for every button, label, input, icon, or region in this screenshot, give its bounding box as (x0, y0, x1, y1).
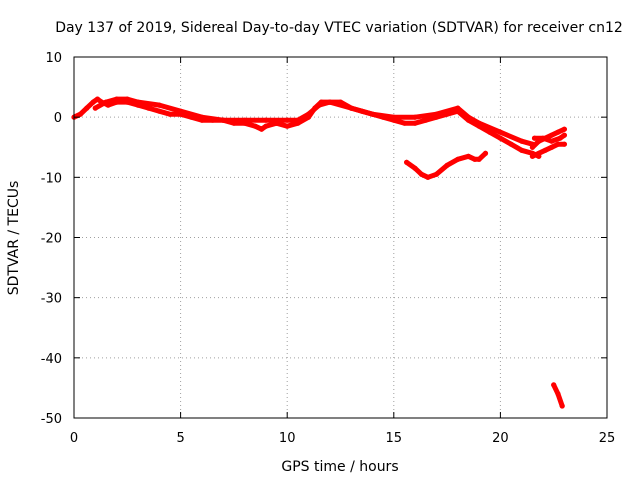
x-tick-labels: 0 5 10 15 20 25 (70, 431, 615, 446)
data-point (259, 126, 265, 132)
x-axis-title: GPS time / hours (281, 459, 398, 475)
data-point (156, 102, 162, 108)
y-tick-label: -10 (41, 171, 62, 186)
data-point (444, 162, 450, 168)
data-point (536, 150, 542, 156)
data-point (263, 123, 269, 129)
y-tick-label: -30 (41, 292, 62, 307)
data-point (423, 117, 429, 123)
data-point (77, 111, 83, 117)
data-point (497, 135, 503, 141)
data-point (557, 135, 563, 141)
y-tick-labels: 10 0 -10 -20 -30 -40 -50 (41, 51, 62, 427)
data-point (114, 96, 120, 102)
data-point (531, 135, 538, 141)
x-tick-label: 10 (279, 431, 296, 446)
data-point (178, 108, 184, 114)
data-point (295, 117, 301, 123)
data-point (90, 99, 96, 105)
data-point (465, 153, 471, 159)
data-point (508, 141, 514, 147)
data-point (555, 129, 561, 135)
data-point (284, 123, 290, 129)
data-point (561, 126, 568, 132)
data-point (404, 159, 410, 165)
data-point (497, 129, 503, 135)
data-point (305, 111, 312, 117)
y-tick-label: -40 (41, 352, 62, 367)
y-tick-label: 10 (45, 51, 62, 66)
data-point (242, 117, 248, 123)
data-point (551, 382, 557, 388)
data-point (465, 114, 471, 120)
data-point (455, 105, 461, 111)
data-point (549, 138, 555, 144)
data-point (519, 138, 525, 144)
data-point (529, 144, 536, 150)
data-point (476, 156, 482, 162)
data-point (156, 108, 162, 114)
x-tick-label: 25 (599, 431, 616, 446)
data-point (167, 111, 173, 117)
data-point (199, 114, 205, 120)
chart-title: Day 137 of 2019, Sidereal Day-to-day VTE… (55, 20, 623, 36)
x-tick-label: 20 (492, 431, 509, 446)
data-point (549, 144, 555, 150)
data-point (84, 105, 90, 111)
data-point (252, 123, 258, 129)
data-point (418, 171, 425, 177)
data-point (348, 105, 354, 111)
data-point (476, 120, 482, 126)
data-point (124, 96, 130, 102)
data-point (555, 391, 561, 397)
series-layer (71, 96, 568, 409)
data-point (455, 156, 461, 162)
data-point (561, 132, 568, 138)
data-point (519, 147, 525, 153)
data-point (433, 171, 439, 177)
tick-marks (73, 56, 608, 419)
data-point (561, 141, 568, 147)
data-point (263, 117, 269, 123)
y-tick-label: -50 (41, 412, 62, 427)
x-tick-label: 15 (386, 431, 403, 446)
y-tick-label: 0 (54, 111, 62, 126)
data-point (391, 114, 397, 120)
data-point (555, 141, 561, 147)
data-point (103, 99, 109, 105)
data-point (540, 135, 546, 141)
x-tick-label: 0 (70, 431, 78, 446)
data-point (433, 111, 439, 117)
data-point (401, 120, 408, 126)
y-tick-label: -20 (41, 232, 62, 247)
x-tick-label: 5 (176, 431, 184, 446)
data-point (369, 111, 376, 117)
data-point (412, 120, 418, 126)
data-point (284, 117, 290, 123)
data-point (327, 99, 333, 105)
data-point (529, 153, 536, 159)
data-point (425, 174, 431, 180)
data-point (146, 105, 152, 111)
data-point (482, 150, 489, 156)
data-point (559, 403, 565, 409)
data-point (472, 156, 478, 162)
data-point (316, 102, 322, 108)
data-point (220, 117, 226, 123)
data-point (549, 132, 555, 138)
data-point (412, 165, 418, 171)
data-point (94, 96, 101, 102)
y-axis-title: SDTVAR / TECUs (6, 181, 22, 296)
data-point (412, 114, 418, 120)
data-point (542, 147, 548, 153)
data-point (135, 99, 141, 105)
data-point (92, 105, 98, 111)
